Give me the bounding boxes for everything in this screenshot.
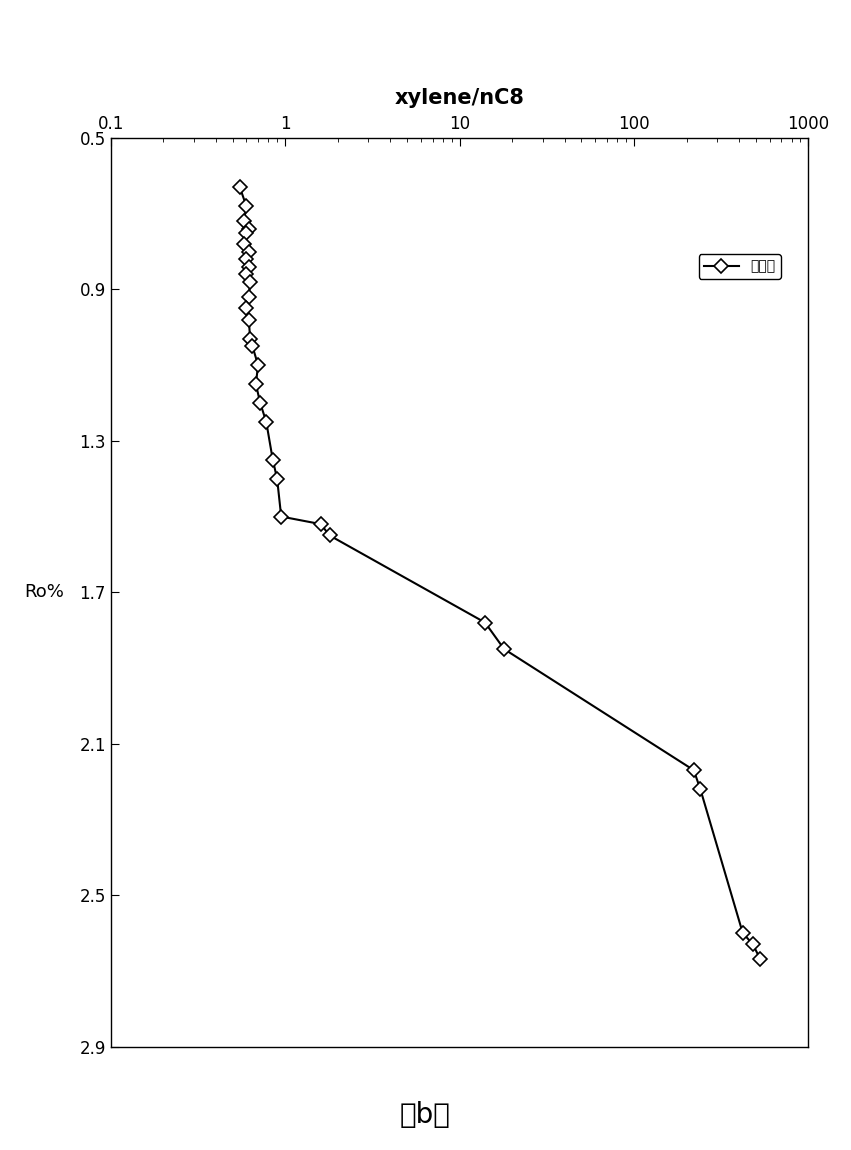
模拟値 (268, 453, 278, 467)
模拟値 (324, 529, 334, 543)
模拟値 (248, 339, 258, 353)
模拟値 (688, 764, 699, 777)
模拟値 (243, 245, 254, 259)
模拟値 (245, 331, 255, 345)
模拟値 (738, 926, 748, 940)
模拟値 (253, 359, 263, 373)
Line: 模拟値: 模拟値 (235, 183, 765, 965)
模拟値 (239, 214, 249, 228)
模拟値 (499, 642, 509, 655)
模拟値 (235, 181, 245, 194)
Y-axis label: Ro%: Ro% (25, 583, 65, 601)
Legend: 模拟値: 模拟値 (699, 254, 780, 279)
模拟値 (245, 275, 255, 289)
模拟値 (242, 225, 252, 239)
模拟値 (243, 313, 254, 327)
模拟値 (243, 290, 254, 304)
模拟値 (242, 252, 252, 266)
模拟値 (748, 937, 758, 951)
模拟値 (242, 268, 252, 282)
模拟値 (239, 237, 249, 251)
Text: （b）: （b） (400, 1102, 451, 1129)
模拟値 (243, 222, 254, 236)
模拟値 (261, 415, 271, 429)
模拟値 (272, 472, 283, 485)
模拟値 (316, 518, 326, 531)
模拟値 (243, 260, 254, 274)
模拟値 (480, 615, 490, 629)
模拟値 (755, 952, 765, 966)
模拟値 (255, 396, 266, 409)
模拟値 (276, 509, 286, 523)
X-axis label: xylene/nC8: xylene/nC8 (395, 89, 524, 108)
模拟値 (251, 377, 261, 391)
模拟値 (242, 199, 252, 213)
模拟値 (242, 301, 252, 315)
模拟値 (695, 782, 705, 796)
